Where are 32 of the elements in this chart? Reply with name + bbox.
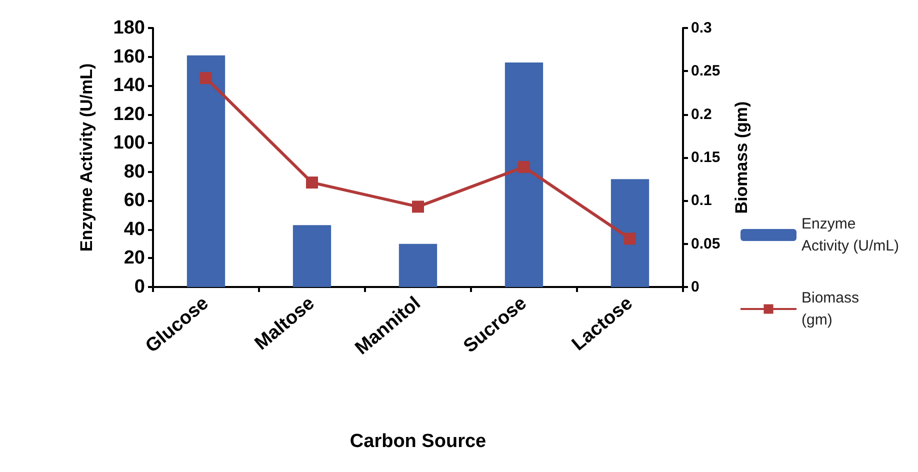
y-tick-label: 60 (124, 190, 145, 212)
y-tick-label: 20 (124, 248, 145, 269)
y2-tick-label: 0.15 (691, 149, 720, 166)
x-axis-title: Carbon Source (350, 431, 486, 452)
y-tick-label: 160 (113, 46, 145, 68)
point (518, 160, 530, 173)
bar (292, 225, 332, 287)
legend-label: Biomass (gm) (802, 290, 860, 328)
point (306, 176, 318, 189)
y-tick-label: 100 (113, 132, 145, 154)
y2-tick-label: 0 (691, 278, 700, 296)
y2-axis-title: Biomass (gm) (732, 101, 751, 214)
bar (610, 179, 650, 287)
y-tick-label: 140 (113, 75, 145, 96)
y-axis-title: Enzyme Activity (U/mL) (77, 63, 96, 252)
y2-tick-label: 0.25 (691, 62, 720, 80)
y-tick-label: 0 (134, 276, 145, 298)
point (412, 200, 424, 213)
y2-tick-label: 0.3 (691, 20, 712, 36)
point (200, 72, 212, 84)
y-tick-label: 40 (124, 218, 145, 240)
y-tick-label: 80 (124, 161, 145, 182)
bar (186, 55, 226, 287)
y-tick-label: 180 (113, 18, 145, 38)
point (624, 232, 636, 245)
y2-tick-label: 0.2 (691, 106, 712, 123)
y2-tick-label: 0.1 (691, 192, 712, 210)
bar (398, 244, 438, 287)
y2-tick-label: 0.05 (691, 235, 720, 252)
y-tick-label: 120 (113, 104, 145, 125)
bar (504, 62, 544, 287)
legend-label: Enzyme Activity (U/mL) (802, 216, 900, 254)
